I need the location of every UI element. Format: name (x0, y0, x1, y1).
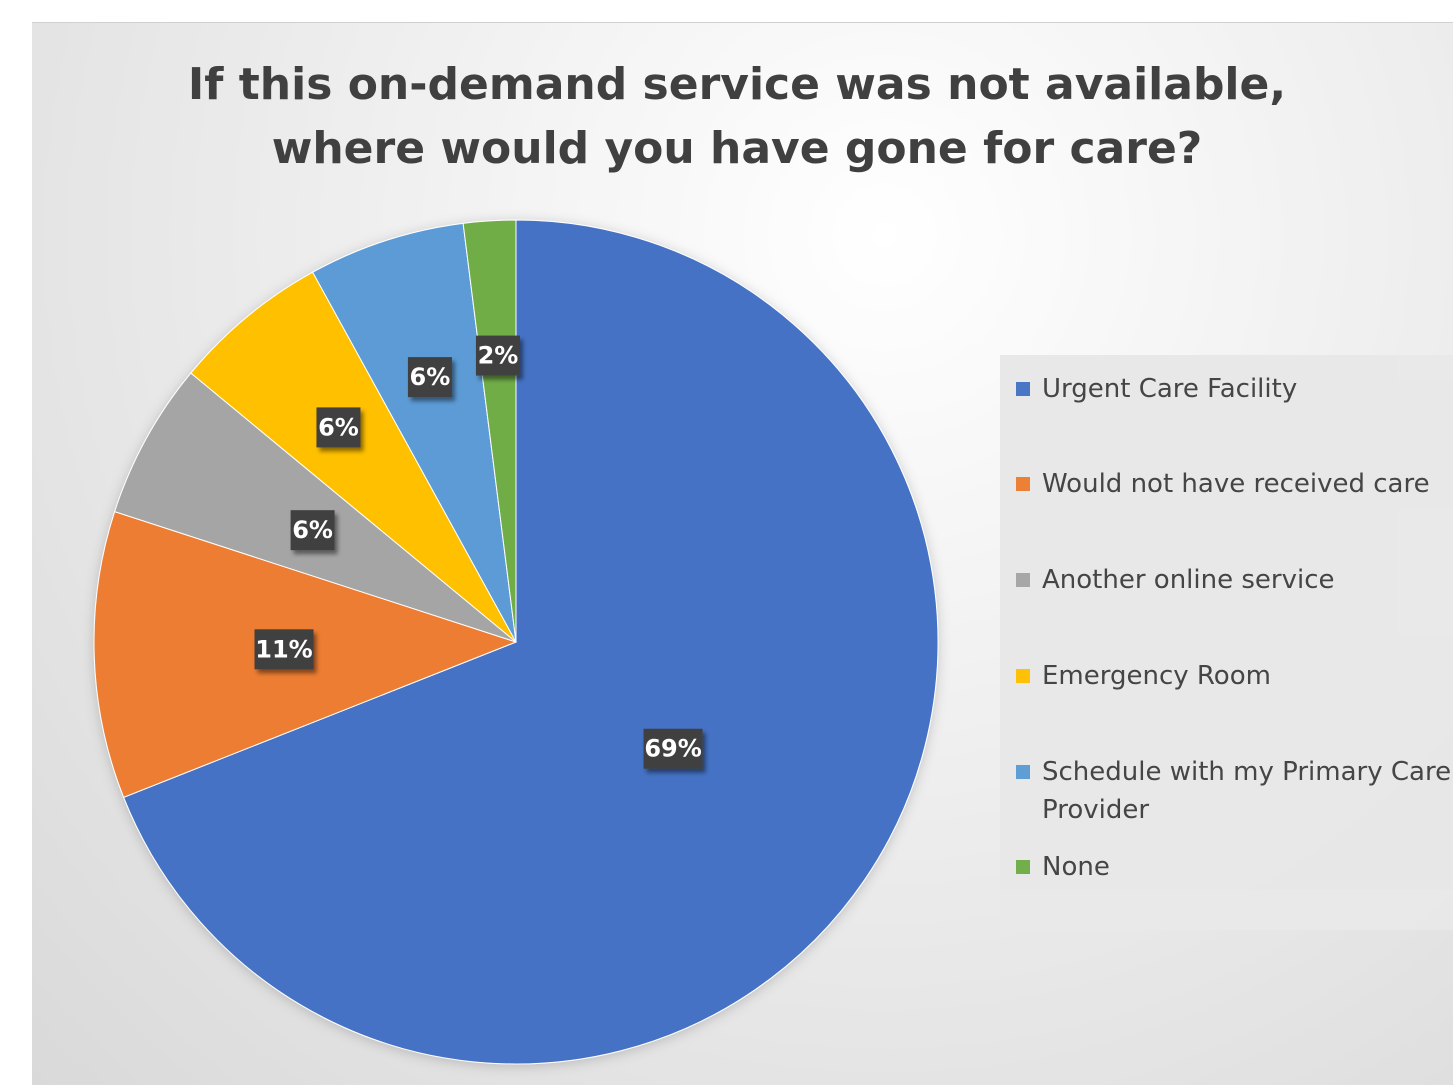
data-label-box-none (475, 335, 520, 376)
legend-label-primary-care: Schedule with my Primary Care Provider (1042, 757, 1452, 825)
data-label-would-not-have-received-care: 11% (254, 629, 314, 670)
chart-legend: Urgent Care Facility Would not have rece… (1000, 355, 1453, 930)
data-label-schedule-with-my-primary-care-provider: 6% (407, 357, 452, 398)
data-label-text-none: 2% (478, 342, 519, 370)
data-label-another-online-service: 6% (290, 510, 335, 551)
legend-label-urgent-care: Urgent Care Facility (1042, 374, 1298, 404)
pie-slice-emergency-room (190, 271, 517, 643)
legend-label-another-online: Another online service (1042, 565, 1335, 595)
data-label-text-schedule-with-my-primary-care-provider: 6% (410, 363, 451, 391)
data-label-box-schedule-with-my-primary-care-provider (407, 357, 452, 398)
chart-title-line-2: where would you have gone for care? (271, 123, 1203, 174)
legend-swatch-emergency-room (1016, 669, 1030, 683)
data-label-none: 2% (475, 335, 520, 376)
pie-slice-urgent-care-facility (122, 219, 939, 1065)
pie-chart: 69% 11% 6% 6% 6% 2% (93, 219, 939, 1065)
legend-swatch-urgent-care (1016, 382, 1030, 396)
legend-swatch-another-online (1016, 573, 1030, 587)
data-label-text-urgent-care-facility: 69% (644, 735, 701, 763)
legend-swatch-primary-care (1016, 765, 1030, 779)
data-label-text-another-online-service: 6% (292, 516, 333, 544)
chart-title: If this on-demand service was not availa… (32, 53, 1442, 181)
legend-label-no-care: Would not have received care (1042, 469, 1430, 499)
chart-area: If this on-demand service was not availa… (32, 22, 1453, 1085)
data-label-box-would-not-have-received-care (254, 629, 314, 670)
legend-label-emergency-room: Emergency Room (1042, 661, 1271, 691)
data-label-text-emergency-room: 6% (318, 413, 359, 441)
data-label-emergency-room: 6% (316, 407, 361, 448)
legend-swatch-none (1016, 860, 1030, 874)
data-label-box-emergency-room (316, 407, 361, 448)
chart-title-line-1: If this on-demand service was not availa… (187, 59, 1287, 110)
data-label-box-urgent-care-facility (643, 728, 703, 769)
legend-label-none: None (1042, 852, 1110, 882)
pie-slice-schedule-with-my-primary-care-provider (312, 222, 517, 643)
legend-swatch-no-care (1016, 477, 1030, 491)
pie-slice-none (462, 219, 517, 643)
pie-data-labels: 69% 11% 6% 6% 6% 2% (254, 335, 703, 769)
data-label-urgent-care-facility: 69% (643, 728, 703, 769)
data-label-box-another-online-service (290, 510, 335, 551)
data-label-text-would-not-have-received-care: 11% (255, 635, 312, 663)
pie-slice-another-online-service (114, 372, 517, 643)
